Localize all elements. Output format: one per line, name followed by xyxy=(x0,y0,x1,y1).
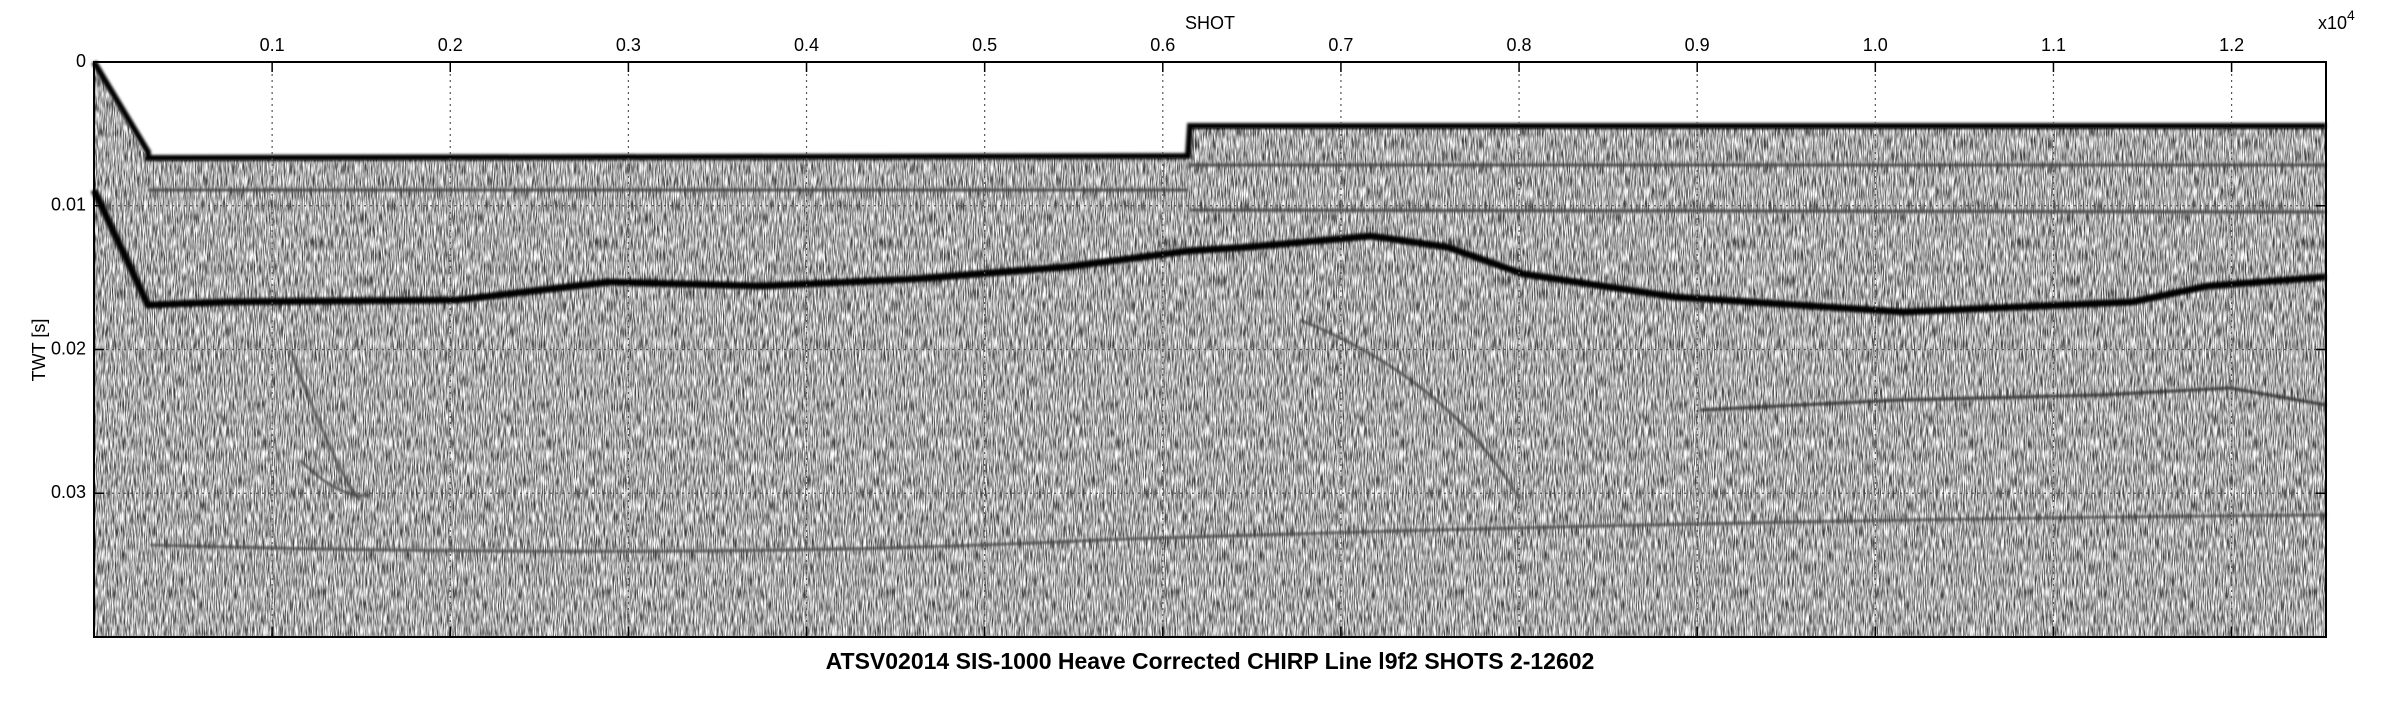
x-tick-label: 0.4 xyxy=(794,35,819,55)
axes: 0.1 0.2 0.3 0.4 0.5 0.6 0.7 0.8 0.9 1.0 1.1 1.2 0 0.0… xyxy=(51,35,2327,638)
x-tick-label: 1.2 xyxy=(2219,35,2244,55)
x-axis-label: SHOT xyxy=(1185,13,1235,33)
x-tick-label: 0.9 xyxy=(1685,35,1710,55)
x-tick-label: 0.5 xyxy=(972,35,997,55)
x-tick-label: 0.2 xyxy=(438,35,463,55)
y-tick-label: 0.03 xyxy=(51,482,86,502)
y-tick-label: 0.02 xyxy=(51,338,86,358)
x-tick-label: 0.8 xyxy=(1507,35,1532,55)
chart-title: ATSV02014 SIS-1000 Heave Corrected CHIRP… xyxy=(826,648,1595,674)
x-tick-label: 0.3 xyxy=(616,35,641,55)
x-tick-label: 1.0 xyxy=(1863,35,1888,55)
y-axis-label: TWT [s] xyxy=(29,319,49,382)
x-tick-label: 1.1 xyxy=(2041,35,2066,55)
x-multiplier: x104 xyxy=(2318,7,2355,33)
y-tick-label: 0 xyxy=(76,51,86,71)
x-multiplier-base: x10 xyxy=(2318,13,2347,33)
x-tick-label: 0.6 xyxy=(1150,35,1175,55)
x-multiplier-exponent: 4 xyxy=(2347,7,2355,23)
x-tick-label: 0.7 xyxy=(1328,35,1353,55)
x-tick-label: 0.1 xyxy=(260,35,285,55)
y-tick-label: 0.01 xyxy=(51,195,86,215)
